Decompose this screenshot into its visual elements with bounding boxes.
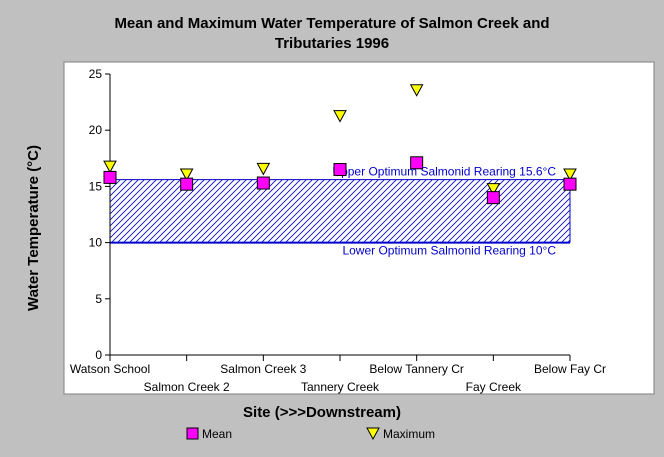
mean-point bbox=[563, 177, 577, 191]
legend-mean-swatch bbox=[186, 427, 199, 440]
max-point bbox=[486, 183, 501, 196]
x-tick-label: Tannery Creek bbox=[301, 380, 380, 394]
upper-optimum-label: Upper Optimum Salmonid Rearing 15.6°C bbox=[332, 165, 556, 179]
x-tick-label: Fay Creek bbox=[466, 380, 522, 394]
legend-mean-label: Mean bbox=[202, 427, 232, 441]
x-tick-label: Below Fay Cr bbox=[534, 362, 606, 376]
y-tick-label: 20 bbox=[89, 123, 103, 137]
y-axis-title: Water Temperature (°C) bbox=[25, 145, 42, 311]
data-marks bbox=[103, 84, 577, 205]
x-tick-label: Salmon Creek 3 bbox=[220, 362, 306, 376]
chart-title-line1: Mean and Maximum Water Temperature of Sa… bbox=[114, 15, 549, 32]
max-point bbox=[563, 168, 577, 182]
x-tick-label: Salmon Creek 2 bbox=[144, 380, 230, 394]
legend-max-swatch bbox=[366, 427, 380, 441]
mean-point bbox=[410, 156, 424, 170]
mean-point bbox=[103, 170, 117, 184]
y-tick-label: 10 bbox=[89, 236, 103, 250]
max-point bbox=[256, 162, 271, 176]
lower-optimum-label: Lower Optimum Salmonid Rearing 10°C bbox=[342, 244, 556, 258]
max-point bbox=[103, 160, 117, 174]
y-tick-label: 5 bbox=[95, 292, 102, 306]
mean-point bbox=[486, 191, 500, 205]
x-axis-title: Site (>>>Downstream) bbox=[243, 404, 401, 421]
max-point bbox=[333, 110, 347, 123]
mean-point bbox=[333, 163, 347, 177]
mean-point bbox=[180, 177, 194, 191]
chart-title-line2: Tributaries 1996 bbox=[275, 35, 389, 52]
y-tick-label: 25 bbox=[89, 67, 103, 81]
mean-point bbox=[256, 176, 270, 190]
y-tick-label: 0 bbox=[95, 348, 102, 362]
optimum-band-fill bbox=[110, 179, 570, 243]
y-tick-label: 15 bbox=[89, 179, 103, 193]
x-tick-label: Below Tannery Cr bbox=[369, 362, 464, 376]
max-point bbox=[409, 84, 424, 97]
legend: Mean Maximum bbox=[186, 427, 435, 441]
x-tick-label: Watson School bbox=[70, 362, 150, 376]
axes: 0 5 10 15 20 25 Watson School Salmon Creek 2 Sal… bbox=[70, 67, 606, 394]
legend-max-label: Maximum bbox=[383, 427, 435, 441]
max-point bbox=[179, 168, 194, 182]
